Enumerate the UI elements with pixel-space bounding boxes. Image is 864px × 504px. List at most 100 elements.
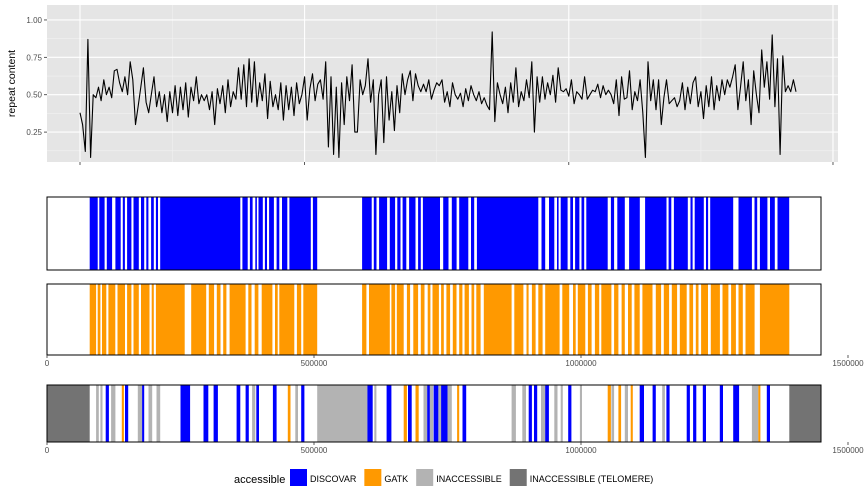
x-tick-label: 1000000 bbox=[565, 446, 597, 455]
interval-bar bbox=[586, 197, 608, 270]
interval-bar bbox=[629, 197, 640, 270]
track-frame bbox=[46, 196, 822, 271]
interval-bar bbox=[248, 284, 252, 355]
segment-bar bbox=[766, 385, 770, 442]
segment-bar bbox=[236, 385, 241, 442]
interval-bar bbox=[229, 284, 246, 355]
interval-bar bbox=[645, 197, 667, 270]
interval-bar bbox=[427, 284, 431, 355]
interval-bar bbox=[695, 284, 699, 355]
legend-label: INACCESSIBLE (TELOMERE) bbox=[530, 474, 654, 484]
segment-bar bbox=[245, 385, 249, 442]
interval-bar bbox=[706, 197, 709, 270]
interval-bar bbox=[89, 284, 97, 355]
legend-items: DISCOVAR GATK INACCESSIBLE INACCESSIBLE (TE… bbox=[290, 469, 653, 486]
interval-bar bbox=[464, 284, 469, 355]
segment-bar bbox=[180, 385, 191, 442]
interval-bar bbox=[471, 284, 475, 355]
segment-bar bbox=[295, 385, 298, 442]
segment-bar bbox=[433, 385, 439, 442]
segment-bar bbox=[96, 385, 99, 442]
y-tick-label: 1.00 bbox=[26, 16, 42, 25]
segment-bar bbox=[408, 385, 412, 442]
segment-bar bbox=[142, 385, 145, 442]
x-tick-label: 1500000 bbox=[832, 446, 864, 455]
interval-bar bbox=[581, 197, 585, 270]
accessibility-segments bbox=[47, 385, 821, 442]
interval-bar bbox=[754, 197, 758, 270]
y-tick-label: 0.50 bbox=[26, 91, 42, 100]
gridlines bbox=[47, 5, 838, 162]
legend-item: DISCOVAR bbox=[290, 469, 357, 486]
x-tick-label: 500000 bbox=[301, 359, 328, 368]
legend-swatch bbox=[364, 469, 382, 486]
interval-bar bbox=[777, 197, 790, 270]
interval-bar bbox=[127, 284, 132, 355]
x-tick-label: 500000 bbox=[301, 446, 328, 455]
accessibility-track: 0 500000 1000000 1500000 bbox=[45, 384, 864, 455]
interval-bar bbox=[269, 197, 274, 270]
segment-bar bbox=[528, 385, 532, 442]
interval-bar bbox=[443, 197, 449, 270]
discovar-track bbox=[46, 196, 822, 271]
track-frame bbox=[46, 283, 822, 356]
interval-bar bbox=[759, 197, 768, 270]
segment-bar bbox=[579, 385, 582, 442]
interval-bar bbox=[451, 197, 457, 270]
x-tick-label: 0 bbox=[45, 446, 50, 455]
interval-bar bbox=[471, 197, 475, 270]
gatk-track: 0 500000 1000000 1500000 bbox=[45, 283, 864, 368]
interval-bar bbox=[155, 284, 185, 355]
interval-bar bbox=[710, 284, 720, 355]
interval-bar bbox=[254, 284, 259, 355]
interval-bar bbox=[610, 197, 615, 270]
interval-bar bbox=[255, 197, 257, 270]
segment-bar bbox=[758, 385, 761, 442]
interval-bar bbox=[418, 197, 421, 270]
segment-bar bbox=[789, 385, 821, 442]
segment-bar bbox=[639, 385, 644, 442]
interval-bar bbox=[668, 197, 672, 270]
interval-bar bbox=[279, 284, 295, 355]
segment-bar bbox=[652, 385, 656, 442]
interval-bar bbox=[575, 197, 580, 270]
segment-bar bbox=[662, 385, 665, 442]
interval-bar bbox=[115, 197, 121, 270]
segment-bar bbox=[256, 385, 259, 442]
interval-bar bbox=[303, 284, 318, 355]
interval-bar bbox=[745, 284, 755, 355]
interval-bar bbox=[389, 197, 396, 270]
interval-bar bbox=[97, 284, 101, 355]
interval-bar bbox=[133, 197, 139, 270]
segment-bar bbox=[386, 385, 392, 442]
interval-bar bbox=[526, 284, 529, 355]
interval-bar bbox=[459, 284, 463, 355]
interval-bar bbox=[99, 197, 105, 270]
x-axis-ticks bbox=[79, 162, 834, 165]
interval-bar bbox=[663, 284, 670, 355]
track-frame bbox=[46, 384, 822, 443]
interval-bar bbox=[141, 284, 150, 355]
interval-bar bbox=[406, 284, 411, 355]
segment-bar bbox=[423, 385, 428, 442]
interval-bar bbox=[258, 197, 263, 270]
repeat-content-panel: 0.25 0.50 0.75 1.00 repeat content bbox=[6, 5, 838, 165]
interval-bar bbox=[441, 284, 444, 355]
x-tick-label: 0 bbox=[45, 359, 50, 368]
interval-bar bbox=[362, 197, 372, 270]
y-tick-label: 0.75 bbox=[26, 53, 42, 62]
interval-bar bbox=[151, 197, 154, 270]
interval-bar bbox=[151, 284, 154, 355]
interval-bar bbox=[362, 284, 367, 355]
x-tick-label: 1000000 bbox=[565, 359, 597, 368]
legend-swatch bbox=[509, 469, 527, 486]
segment-bar bbox=[686, 385, 690, 442]
segment-bar bbox=[611, 385, 615, 442]
interval-bar bbox=[133, 284, 139, 355]
segment-bar bbox=[272, 385, 277, 442]
interval-bar bbox=[369, 284, 390, 355]
interval-bar bbox=[296, 284, 302, 355]
segment-bar bbox=[438, 385, 442, 442]
interval-bar bbox=[476, 197, 539, 270]
